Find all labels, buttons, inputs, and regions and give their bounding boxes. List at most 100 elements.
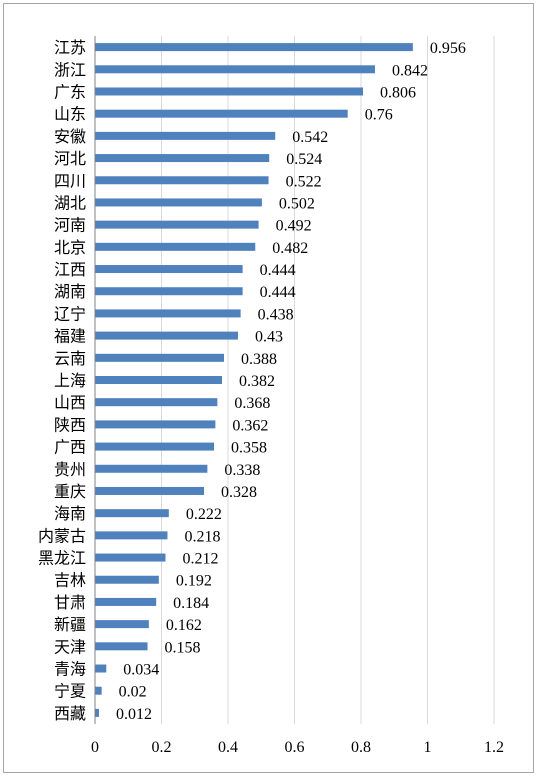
category-label: 湖南: [54, 282, 86, 301]
bar: [95, 331, 238, 340]
category-label: 陕西: [54, 415, 86, 434]
bar: [95, 420, 216, 429]
value-label: 0.956: [430, 40, 466, 57]
value-label: 0.502: [279, 195, 315, 212]
category-label: 福建: [54, 327, 86, 346]
x-tick-label: 0.4: [218, 739, 238, 756]
category-label: 浙江: [54, 60, 86, 79]
bar: [95, 486, 205, 495]
value-label: 0.542: [292, 129, 328, 146]
bar: [95, 620, 149, 629]
bar: [95, 531, 168, 540]
bar: [95, 109, 348, 118]
x-tick-label: 0.2: [152, 739, 172, 756]
category-label: 河北: [54, 149, 86, 168]
bar: [95, 87, 363, 96]
category-label: 吉林: [54, 571, 86, 590]
value-label: 0.184: [173, 595, 209, 612]
bar: [95, 309, 241, 318]
category-labels: 江苏浙江广东山东安徽河北四川湖北河南北京江西湖南辽宁福建云南上海山西陕西广西贵州…: [38, 38, 86, 723]
bar: [95, 154, 270, 163]
category-label: 山东: [54, 105, 86, 124]
category-label: 云南: [54, 349, 86, 368]
value-label: 0.492: [276, 218, 312, 235]
value-label: 0.806: [380, 84, 416, 101]
category-label: 内蒙古: [38, 526, 86, 545]
bar: [95, 553, 166, 562]
category-label: 重庆: [54, 482, 86, 501]
value-label: 0.444: [260, 284, 296, 301]
x-tick-label: 0.8: [351, 739, 371, 756]
value-label: 0.524: [286, 151, 322, 168]
category-label: 天津: [54, 637, 86, 656]
value-label: 0.358: [231, 440, 267, 457]
category-label: 宁夏: [54, 682, 86, 701]
value-label: 0.368: [234, 395, 270, 412]
category-label: 四川: [54, 171, 86, 190]
chart-frame: [3, 3, 534, 773]
bar: [95, 198, 262, 207]
bar: [95, 65, 375, 74]
category-label: 江西: [54, 260, 86, 279]
value-label: 0.222: [186, 506, 222, 523]
x-tick-labels: 0 0.2 0.4 0.6 0.8 1 1.2: [91, 739, 504, 756]
value-label: 0.76: [365, 107, 393, 124]
bar: [95, 242, 256, 251]
category-label: 海南: [54, 504, 86, 523]
bar: [95, 265, 243, 274]
category-label: 广东: [54, 82, 86, 101]
value-label: 0.218: [184, 528, 220, 545]
x-tick-label: 0.6: [285, 739, 305, 756]
bar: [95, 642, 148, 651]
x-tick-label: 0: [91, 739, 99, 756]
bar: [95, 442, 215, 451]
x-tick-label: 1.2: [484, 739, 504, 756]
bar: [95, 708, 99, 717]
category-label: 上海: [54, 371, 86, 390]
category-label: 安徽: [54, 127, 86, 146]
value-label: 0.162: [166, 617, 202, 634]
value-label: 0.388: [241, 351, 277, 368]
value-label: 0.842: [392, 62, 428, 79]
bar: [95, 464, 208, 473]
value-label: 0.034: [123, 662, 159, 679]
category-label: 黑龙江: [38, 549, 86, 568]
value-label: 0.158: [165, 639, 201, 656]
gridlines: [161, 36, 495, 724]
value-label: 0.012: [116, 706, 152, 723]
bars: [95, 43, 413, 717]
value-label: 0.192: [176, 573, 212, 590]
bar: [95, 575, 159, 584]
value-label: 0.328: [221, 484, 257, 501]
value-label: 0.444: [260, 262, 296, 279]
category-label: 河南: [54, 216, 86, 235]
bar: [95, 398, 218, 407]
value-label: 0.02: [119, 684, 147, 701]
bar: [95, 131, 276, 140]
value-label: 0.382: [239, 373, 275, 390]
bar: [95, 509, 169, 518]
category-label: 广西: [54, 438, 86, 457]
bar: [95, 664, 107, 673]
bar: [95, 353, 225, 362]
category-label: 山西: [54, 393, 86, 412]
bar: [95, 686, 102, 695]
category-label: 西藏: [54, 704, 86, 723]
bar: [95, 43, 413, 52]
category-label: 湖北: [54, 193, 86, 212]
bar: [95, 597, 157, 606]
x-tick-label: 1: [424, 739, 432, 756]
value-label: 0.522: [286, 173, 322, 190]
category-label: 新疆: [54, 615, 86, 634]
category-label: 甘肃: [54, 593, 86, 612]
value-label: 0.43: [255, 329, 283, 346]
value-label: 0.212: [182, 551, 218, 568]
category-label: 青海: [54, 660, 86, 679]
bar: [95, 176, 269, 185]
value-label: 0.482: [272, 240, 308, 257]
value-label: 0.362: [232, 417, 268, 434]
bar: [95, 376, 223, 384]
value-label: 0.338: [224, 462, 260, 479]
